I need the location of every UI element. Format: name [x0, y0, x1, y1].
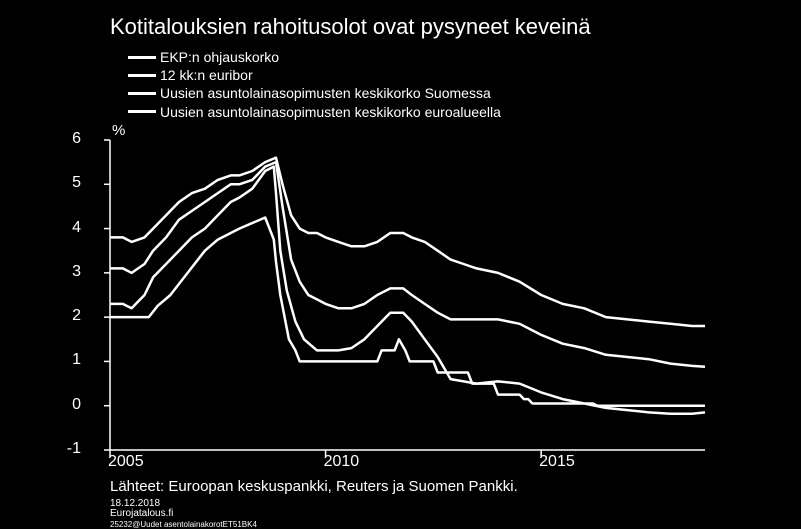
chart-sources: Lähteet: Euroopan keskuspankki, Reuters … — [110, 478, 518, 495]
chart-container: Kotitalouksien rahoitusolot ovat pysynee… — [0, 0, 801, 523]
y-tick-label: 5 — [51, 174, 81, 192]
y-tick-label: -1 — [51, 440, 81, 458]
y-tick-label: 3 — [51, 263, 81, 281]
series-ekp_ohjauskorko — [110, 218, 705, 406]
y-tick-label: 0 — [51, 396, 81, 414]
x-tick-label: 2015 — [539, 453, 575, 471]
series-asuntolaina_euroalue — [110, 158, 705, 326]
x-tick-label: 2010 — [324, 453, 360, 471]
x-tick-label: 2005 — [108, 453, 144, 471]
series-asuntolaina_suomi — [110, 162, 705, 367]
y-tick-label: 4 — [51, 219, 81, 237]
chart-svg — [0, 0, 801, 523]
footer-site: Eurojatalous.fi — [110, 508, 173, 519]
footer-code: 25232@Uudet asentolainakorotET51BK4 — [110, 520, 257, 529]
y-tick-label: 2 — [51, 307, 81, 325]
y-tick-label: 1 — [51, 351, 81, 369]
y-tick-label: 6 — [51, 130, 81, 148]
